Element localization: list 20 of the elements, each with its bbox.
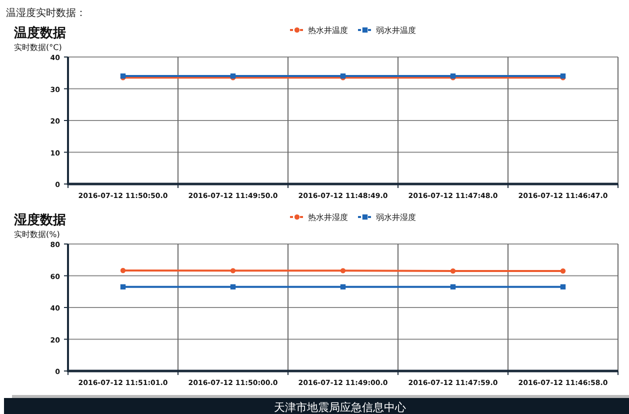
- legend-label: 热水井湿度: [308, 213, 348, 222]
- chart-title: 湿度数据: [13, 212, 66, 228]
- chart-title: 温度数据: [13, 25, 66, 41]
- legend-label: 弱水井温度: [376, 26, 416, 35]
- point: [450, 284, 456, 290]
- point: [120, 284, 126, 290]
- text: 温湿度实时数据：: [6, 7, 86, 19]
- point: [560, 284, 566, 290]
- point: [230, 284, 236, 290]
- point: [120, 268, 126, 274]
- y-axis-title: 实时数据(°C): [14, 43, 62, 52]
- point: [560, 268, 566, 274]
- legend-label: 弱水井湿度: [376, 213, 416, 222]
- legend-label: 热水井温度: [308, 26, 348, 35]
- point: [450, 268, 456, 274]
- point: [340, 284, 346, 290]
- point: [230, 268, 236, 274]
- text: 天津市地震局应急信息中心: [274, 401, 406, 414]
- y-axis-title: 实时数据(%): [14, 230, 60, 239]
- point: [340, 268, 346, 274]
